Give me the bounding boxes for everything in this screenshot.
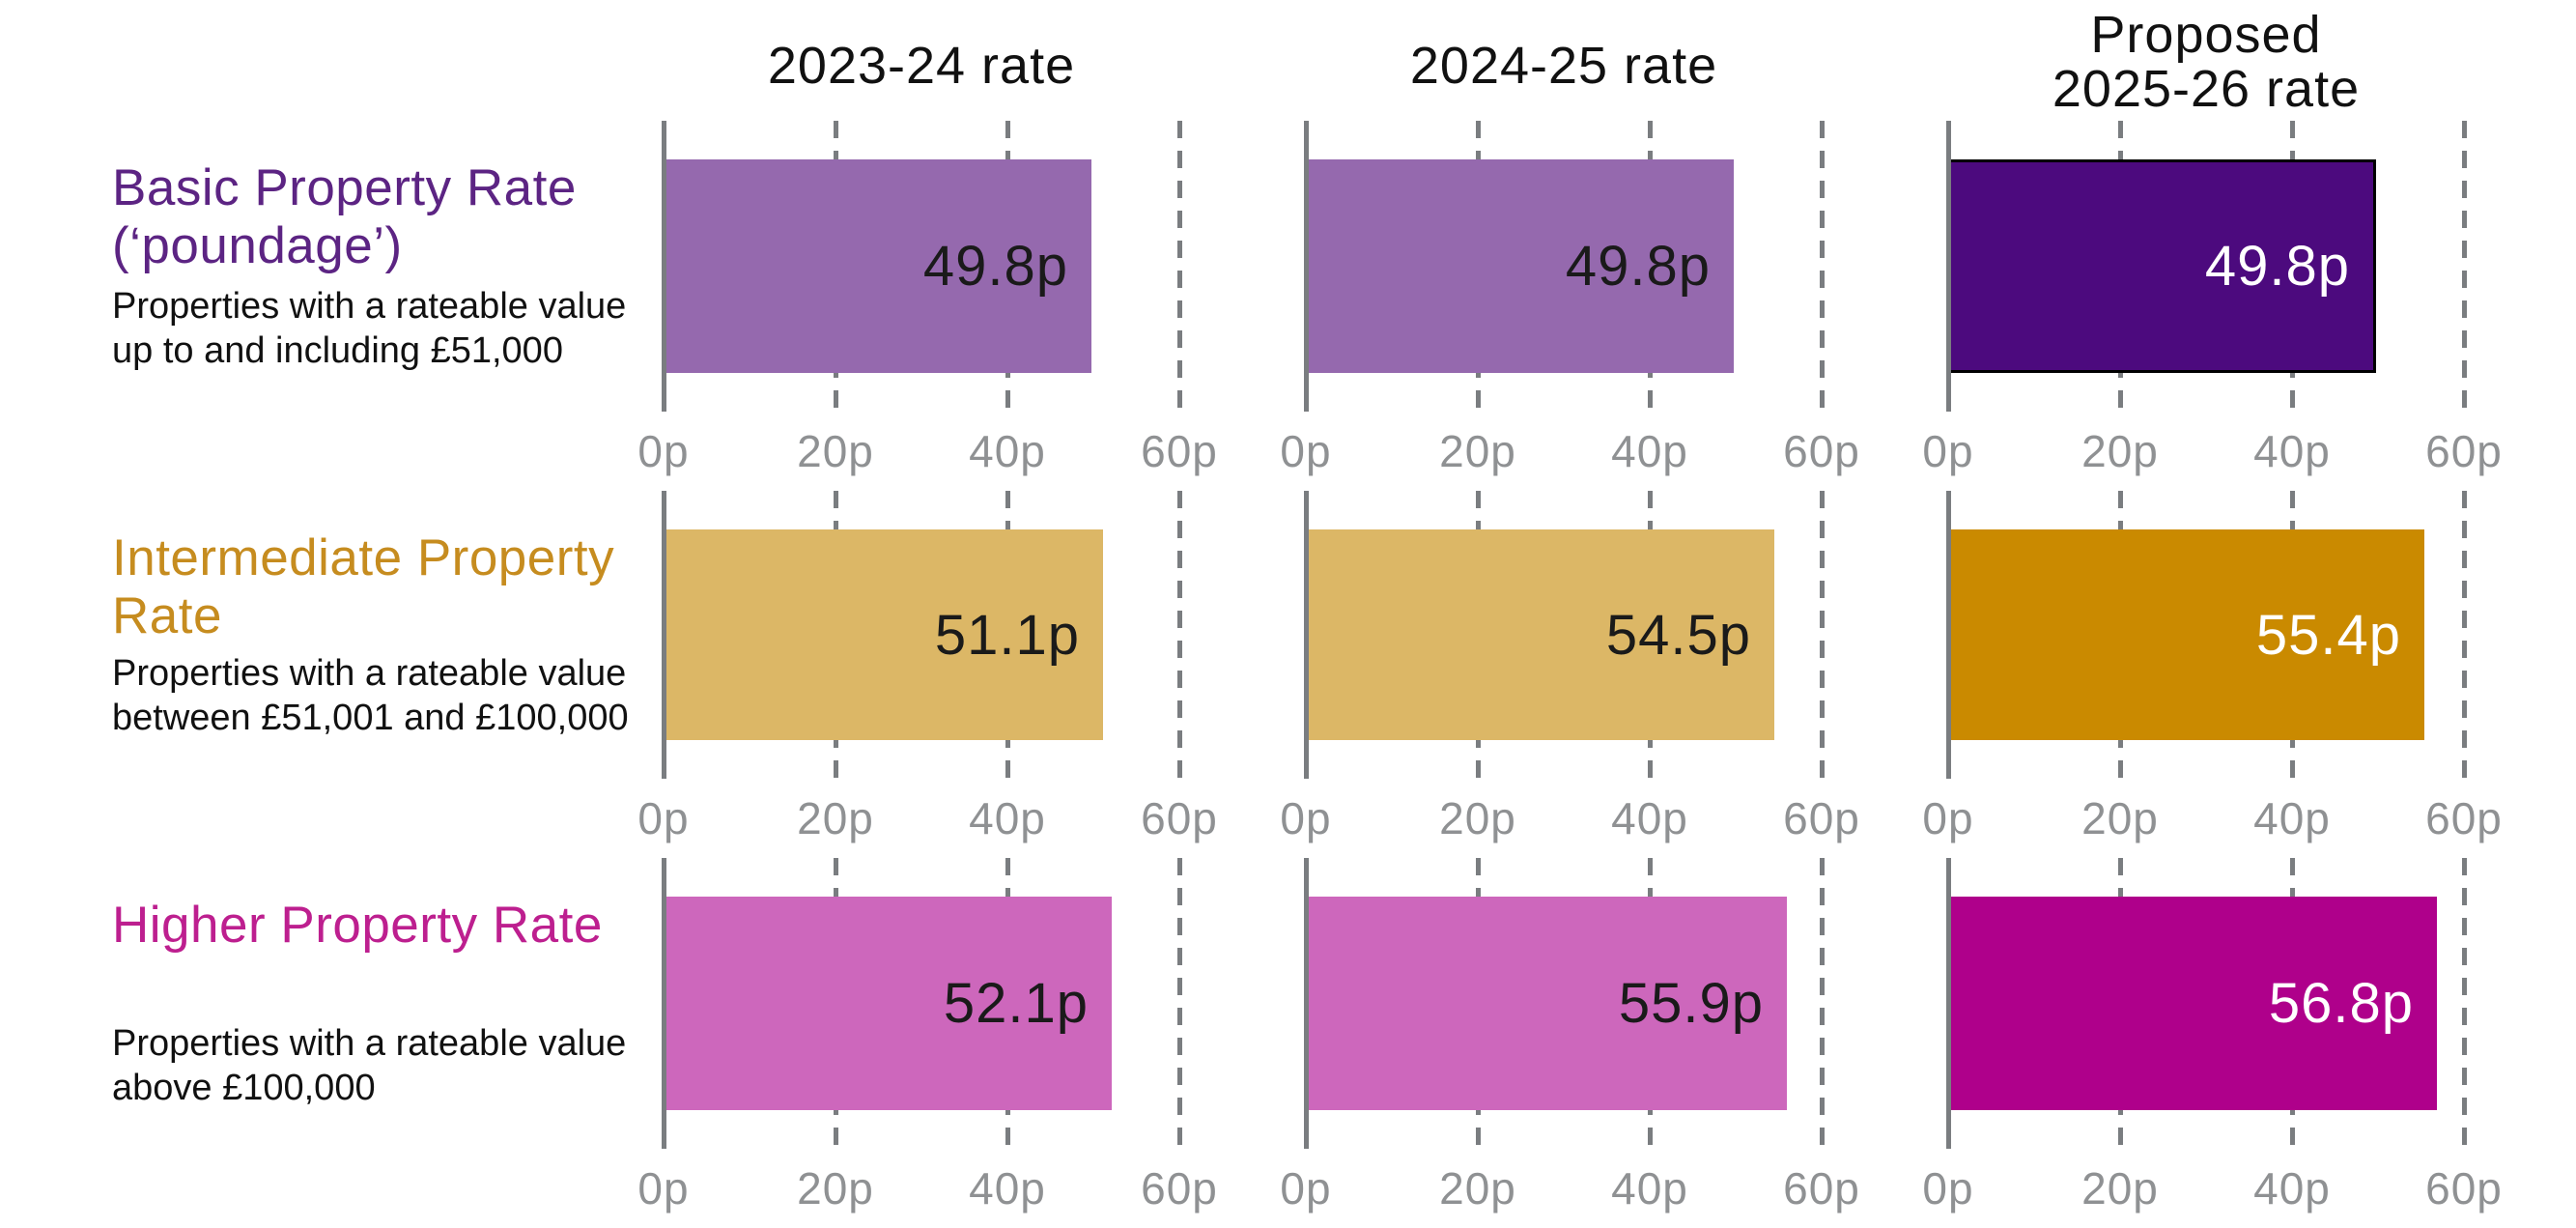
axis-tick-label: 20p [2081,793,2159,843]
row-title-basic-property-rate: Basic Property Rate (‘poundage’) [112,159,577,274]
axis-tick-label: 20p [2081,1163,2159,1214]
bar-value-label: 49.8p [1565,235,1711,298]
gridline-60p [2462,858,2467,1149]
axis-tick-label: 0p [1280,1163,1332,1214]
axis-tick-label: 60p [2425,1163,2503,1214]
axis-tick-label: 20p [1439,426,1516,476]
bar-2024-25: 49.8p [1306,159,1734,373]
axis-line-0p [662,121,666,412]
axis-tick-label: 60p [1783,1163,1860,1214]
row-description-basic-property-rate: Properties with a rateable value up to a… [112,286,627,371]
axis-tick-label: 60p [1141,793,1218,843]
gridline-60p [1820,858,1825,1149]
bar-2023-24: 52.1p [664,897,1112,1110]
axis-tick-label: 40p [969,1163,1046,1214]
axis-line-0p [1304,491,1309,779]
bar-value-label: 52.1p [943,972,1089,1035]
column-header-2023-24: 2023-24 rate [767,37,1076,95]
axis-tick-label: 60p [1141,1163,1218,1214]
axis-tick-label: 40p [969,793,1046,843]
axis-tick-label: 60p [1783,426,1860,476]
axis-line-0p [662,491,666,779]
bar-2024-25: 54.5p [1306,529,1774,740]
gridline-60p [1820,491,1825,779]
axis-tick-label: 20p [797,1163,874,1214]
gridline-60p [1820,121,1825,412]
axis-tick-label: 60p [1783,793,1860,843]
axis-tick-label: 0p [1280,426,1332,476]
row-description-higher-property-rate: Properties with a rateable value above £… [112,1023,627,1108]
axis-tick-label: 0p [1280,793,1332,843]
axis-line-0p [1946,491,1951,779]
bar-proposed-2025-26: 56.8p [1948,897,2437,1110]
row-description-intermediate-property-rate: Properties with a rateable value between… [112,653,629,738]
bar-2023-24: 49.8p [664,159,1091,373]
bar-value-label: 55.9p [1618,972,1764,1035]
axis-tick-label: 40p [2253,1163,2331,1214]
axis-line-0p [1946,121,1951,412]
axis-tick-label: 20p [1439,1163,1516,1214]
column-header-proposed-2025-26: Proposed 2025-26 rate [2052,6,2361,118]
axis-line-0p [1946,858,1951,1149]
bar-value-label: 55.4p [2255,603,2401,667]
axis-tick-label: 60p [1141,426,1218,476]
axis-tick-label: 20p [2081,426,2159,476]
row-title-intermediate-property-rate: Intermediate Property Rate [112,529,615,644]
bar-value-label: 49.8p [922,235,1068,298]
axis-tick-label: 20p [797,793,874,843]
bar-2023-24: 51.1p [664,529,1103,740]
axis-tick-label: 40p [1611,426,1688,476]
gridline-60p [2462,491,2467,779]
axis-tick-label: 40p [1611,1163,1688,1214]
axis-tick-label: 40p [2253,426,2331,476]
column-header-2024-25: 2024-25 rate [1409,37,1718,95]
row-label-higher-property-rate: Higher Property Rate Properties with a r… [112,897,692,1110]
axis-tick-label: 0p [1922,793,1974,843]
axis-tick-label: 20p [797,426,874,476]
row-title-higher-property-rate: Higher Property Rate [112,897,603,954]
axis-tick-label: 20p [1439,793,1516,843]
axis-tick-label: 40p [1611,793,1688,843]
axis-tick-label: 0p [637,793,690,843]
gridline-60p [2462,121,2467,412]
axis-tick-label: 60p [2425,426,2503,476]
axis-tick-label: 60p [2425,793,2503,843]
axis-tick-label: 0p [1922,426,1974,476]
row-label-intermediate-property-rate: Intermediate Property Rate Properties wi… [112,529,692,740]
axis-tick-label: 0p [637,426,690,476]
bar-value-label: 49.8p [2204,235,2350,298]
gridline-60p [1177,121,1182,412]
axis-line-0p [662,858,666,1149]
axis-tick-label: 0p [1922,1163,1974,1214]
bar-value-label: 51.1p [934,603,1080,667]
bar-value-label: 54.5p [1605,603,1751,667]
gridline-60p [1177,858,1182,1149]
bar-proposed-2025-26: 49.8p [1948,159,2376,373]
axis-line-0p [1304,858,1309,1149]
axis-tick-label: 0p [637,1163,690,1214]
gridline-60p [1177,491,1182,779]
axis-tick-label: 40p [969,426,1046,476]
row-label-basic-property-rate: Basic Property Rate (‘poundage’) Propert… [112,159,692,373]
bar-2024-25: 55.9p [1306,897,1787,1110]
axis-line-0p [1304,121,1309,412]
bar-value-label: 56.8p [2268,972,2414,1035]
bar-proposed-2025-26: 55.4p [1948,529,2424,740]
axis-tick-label: 40p [2253,793,2331,843]
